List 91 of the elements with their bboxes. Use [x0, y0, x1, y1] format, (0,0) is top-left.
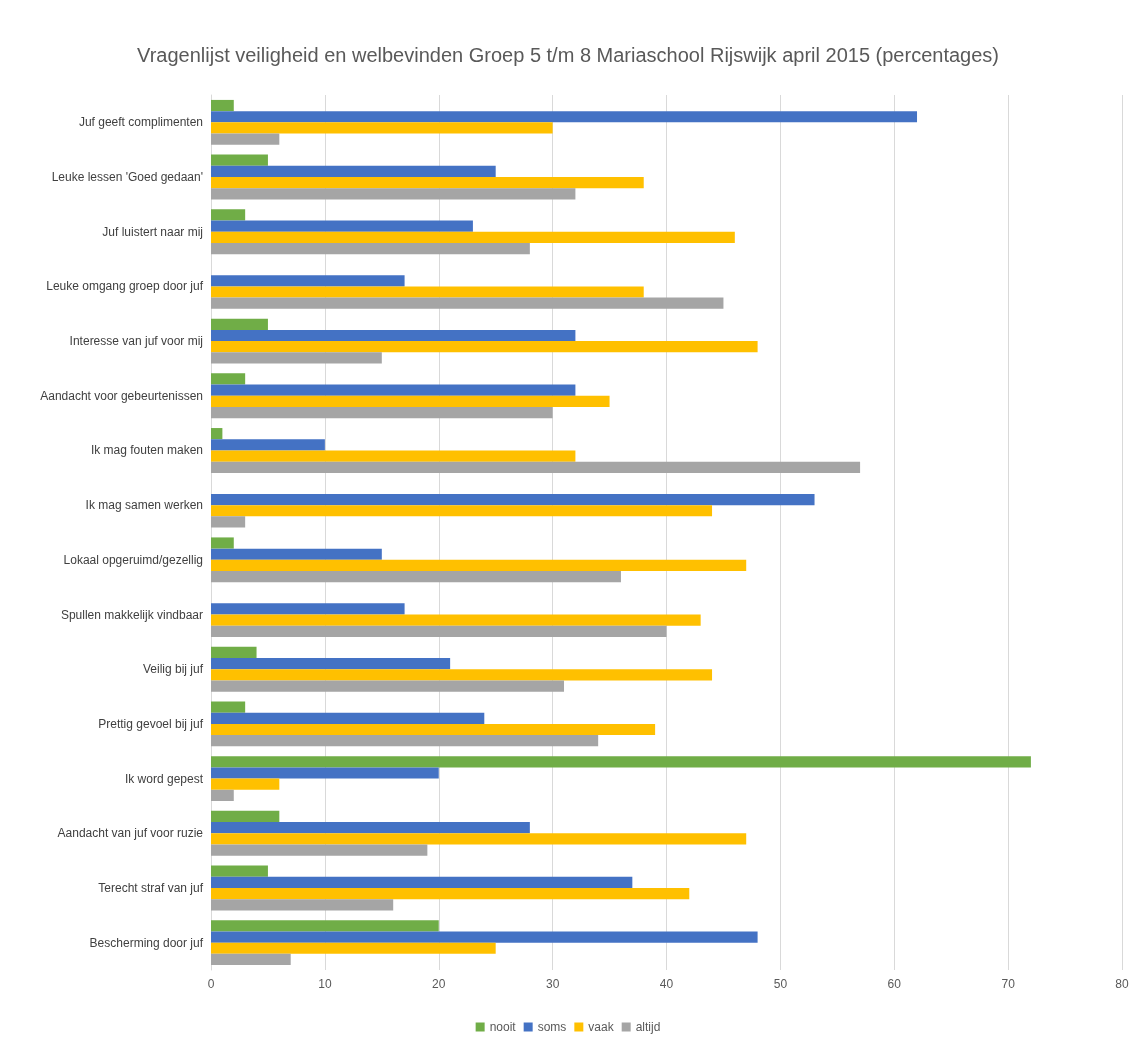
x-tick-label: 40 — [659, 977, 674, 991]
bar — [211, 439, 325, 451]
bar — [211, 111, 918, 123]
x-tick-label: 70 — [1001, 977, 1016, 991]
legend-label: nooit — [489, 1020, 517, 1034]
bar — [211, 165, 496, 178]
bar — [211, 154, 268, 166]
y-tick-label: Lokaal opgeruimd/gezellig — [63, 552, 203, 567]
y-tick-label: Ik mag samen werken — [85, 498, 203, 513]
bar — [211, 735, 599, 747]
bar — [211, 548, 382, 560]
y-tick-label: Terecht straf van juf — [98, 880, 204, 895]
bar — [211, 373, 246, 385]
bar — [211, 505, 713, 517]
bar — [211, 341, 758, 353]
legend-label: altijd — [635, 1020, 661, 1034]
bar — [211, 231, 735, 243]
bar — [211, 209, 246, 221]
x-tick-label: 50 — [773, 977, 788, 991]
bar — [211, 931, 758, 943]
bar — [211, 537, 234, 549]
x-tick-label: 10 — [318, 977, 332, 991]
bar — [211, 493, 815, 506]
bar — [211, 406, 553, 419]
bar — [211, 625, 667, 637]
bar — [211, 844, 428, 856]
bar — [211, 428, 223, 440]
y-tick-label: Ik word gepest — [124, 771, 204, 786]
bar — [211, 461, 861, 473]
bar — [211, 318, 268, 330]
bar — [211, 329, 576, 342]
bar — [211, 275, 405, 287]
legend-label: soms — [537, 1020, 567, 1034]
bar — [211, 767, 439, 779]
y-tick-label: Spullen makkelijk vindbaar — [60, 607, 203, 622]
y-tick-label: Aandacht van juf voor ruzie — [57, 826, 204, 841]
bar — [211, 669, 713, 681]
bar — [211, 242, 530, 255]
bar — [211, 887, 690, 900]
bar — [211, 286, 644, 298]
bar — [211, 516, 246, 528]
bar — [211, 658, 451, 670]
y-tick-label: Prettig gevoel bij juf — [98, 716, 204, 731]
bar — [211, 920, 439, 932]
y-tick-label: Interesse van juf voor mij — [69, 334, 203, 349]
bar — [211, 384, 576, 396]
bar — [211, 942, 496, 954]
x-tick-label: 0 — [207, 977, 215, 991]
bar — [211, 876, 633, 888]
bar — [211, 177, 644, 189]
bar — [211, 571, 621, 583]
x-tick-label: 60 — [887, 977, 902, 991]
bar — [211, 220, 473, 232]
bar — [211, 559, 747, 572]
y-tick-label: Bescherming door juf — [89, 935, 204, 950]
bar — [211, 646, 257, 659]
y-tick-label: Leuke lessen 'Goed gedaan' — [51, 170, 203, 185]
x-tick-label: 20 — [432, 977, 446, 991]
x-tick-label: 30 — [545, 977, 560, 991]
bar — [211, 778, 280, 790]
bar — [211, 99, 234, 112]
bar — [211, 712, 485, 724]
bar — [211, 352, 382, 364]
y-tick-label: Aandacht voor gebeurtenissen — [40, 388, 203, 403]
bar — [211, 865, 268, 877]
bar — [211, 899, 394, 911]
bar — [211, 614, 701, 626]
bar — [211, 789, 234, 802]
bar — [211, 297, 724, 309]
x-tick-label: 80 — [1115, 977, 1129, 991]
y-tick-label: Juf luistert naar mij — [102, 224, 203, 239]
bar — [211, 953, 291, 966]
y-tick-label: Ik mag fouten maken — [90, 443, 203, 458]
bar — [211, 723, 656, 736]
bar — [211, 822, 530, 834]
bar — [211, 395, 610, 407]
bar — [211, 833, 747, 845]
y-tick-label: Veilig bij juf — [142, 662, 204, 677]
bar — [211, 603, 405, 615]
bar — [211, 810, 280, 823]
bar — [211, 680, 565, 692]
y-tick-label: Juf geeft complimenten — [78, 115, 203, 130]
bar — [211, 133, 280, 145]
bar — [211, 756, 1031, 768]
chart-title: Vragenlijst veiligheid en welbevinden Groep 5 t/m 8 Mariaschool Rijswijk april 2015 (percentages) — [137, 44, 999, 66]
bar — [211, 450, 576, 462]
legend-label: vaak — [588, 1020, 615, 1034]
bar — [211, 188, 576, 200]
y-tick-label: Leuke omgang groep door juf — [46, 279, 204, 294]
bar — [211, 122, 553, 134]
bar — [211, 701, 246, 713]
